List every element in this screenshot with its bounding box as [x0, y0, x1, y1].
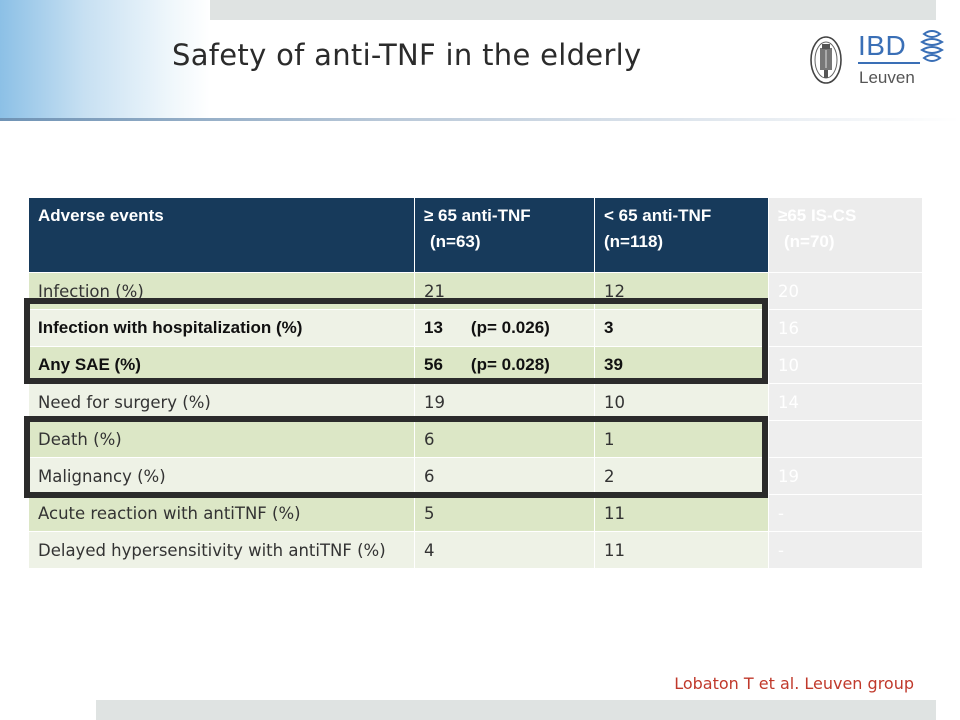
p-value: (p= 0.026)	[470, 318, 550, 337]
logo-name: IBD	[858, 30, 907, 61]
p-value: (p= 0.028)	[470, 355, 550, 374]
table-row: Infection with hospitalization (%) 13 (p=…	[28, 309, 923, 347]
cell-ge65: 19	[414, 383, 595, 421]
cell-iscs: 16	[768, 309, 923, 347]
logo-underline	[858, 62, 920, 64]
cell-iscs: -	[768, 531, 923, 569]
cell-event: Acute reaction with antiTNF (%)	[28, 494, 415, 532]
cell-ge65: 4	[414, 531, 595, 569]
cell-iscs: 14	[768, 383, 923, 421]
cell-event: Death (%)	[28, 420, 415, 458]
cell-iscs	[768, 420, 923, 458]
citation: Lobaton T et al. Leuven group	[674, 674, 914, 693]
header-gradient	[0, 0, 210, 120]
cell-iscs: -	[768, 494, 923, 532]
cell-lt65: 11	[594, 531, 769, 569]
top-decorative-band	[96, 0, 936, 20]
bottom-decorative-band	[96, 700, 936, 720]
header-line2: (n=70)	[784, 232, 835, 251]
cell-event: Infection with hospitalization (%)	[28, 309, 415, 347]
slide-title: Safety of anti-TNF in the elderly	[172, 38, 642, 72]
ibd-logo-icon	[920, 30, 944, 62]
cell-event: Need for surgery (%)	[28, 383, 415, 421]
table-row: Need for surgery (%) 19 10 14	[28, 383, 923, 421]
table-row: Malignancy (%) 6 2 19	[28, 457, 923, 495]
table-header-row: Adverse events ≥ 65 anti-TNF (n=63) < 65…	[28, 197, 923, 273]
header-ge65-antitnf: ≥ 65 anti-TNF (n=63)	[414, 197, 595, 273]
cell-event: Infection (%)	[28, 272, 415, 310]
cell-event: Delayed hypersensitivity with antiTNF (%…	[28, 531, 415, 569]
header-line2: (n=63)	[430, 232, 481, 251]
header-line1: Adverse events	[38, 206, 164, 225]
cell-lt65: 1	[594, 420, 769, 458]
header-adverse-events: Adverse events	[28, 197, 415, 273]
university-seal-icon	[810, 36, 842, 84]
logo-subname: Leuven	[859, 68, 915, 87]
cell-lt65: 11	[594, 494, 769, 532]
cell-ge65: 6	[414, 420, 595, 458]
header-divider	[0, 118, 960, 121]
cell-ge65-value: 56	[424, 355, 443, 374]
header-line1: < 65 anti-TNF	[604, 206, 712, 225]
table-row: Delayed hypersensitivity with antiTNF (%…	[28, 531, 923, 569]
table-row: Any SAE (%) 56 (p= 0.028) 39 10	[28, 346, 923, 384]
cell-ge65-value: 13	[424, 318, 443, 337]
table-row: Infection (%) 21 12 20	[28, 272, 923, 310]
cell-ge65: 56 (p= 0.028)	[414, 346, 595, 384]
cell-lt65: 3	[594, 309, 769, 347]
header-ge65-iscs: ≥65 IS-CS (n=70)	[768, 197, 923, 273]
cell-lt65: 10	[594, 383, 769, 421]
header-line2: (n=118)	[604, 232, 664, 251]
ibd-leuven-logo: IBD Leuven	[858, 30, 948, 92]
cell-ge65: 21	[414, 272, 595, 310]
cell-lt65: 12	[594, 272, 769, 310]
table-row: Death (%) 6 1	[28, 420, 923, 458]
header-lt65-antitnf: < 65 anti-TNF (n=118)	[594, 197, 769, 273]
table-row: Acute reaction with antiTNF (%) 5 11 -	[28, 494, 923, 532]
cell-ge65: 6	[414, 457, 595, 495]
adverse-events-table: Adverse events ≥ 65 anti-TNF (n=63) < 65…	[28, 197, 923, 569]
cell-ge65: 5	[414, 494, 595, 532]
cell-lt65: 39	[594, 346, 769, 384]
cell-iscs: 10	[768, 346, 923, 384]
cell-event: Malignancy (%)	[28, 457, 415, 495]
cell-event: Any SAE (%)	[28, 346, 415, 384]
header-line1: ≥ 65 anti-TNF	[424, 206, 531, 225]
cell-lt65: 2	[594, 457, 769, 495]
cell-iscs: 20	[768, 272, 923, 310]
cell-iscs: 19	[768, 457, 923, 495]
cell-ge65: 13 (p= 0.026)	[414, 309, 595, 347]
header-line1: ≥65 IS-CS	[778, 206, 857, 225]
